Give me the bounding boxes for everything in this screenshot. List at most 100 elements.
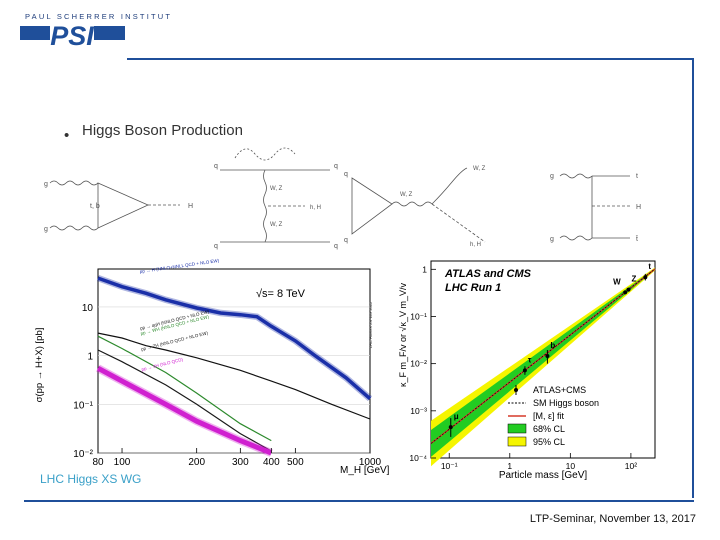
xs-energy-label: √s= 8 TeV [256,288,306,300]
xs-ytick-label: 10 [82,303,94,314]
xs-xlabel: M_H [GeV] [340,465,390,476]
label-hs-0: q [344,171,348,178]
diagram-tth: g g t H t̄ [550,173,641,243]
mass-point-b [545,354,550,359]
xs-grid [98,306,370,454]
mass-point-label-μ: μ [454,412,459,421]
mass-ticks: 10⁻¹ 1 10 10² 1 10⁻¹ 10⁻² 10⁻³ 10⁻⁴ [409,264,637,471]
legend-label-3: 68% CL [533,424,565,434]
xs-xtick-label: 300 [232,457,249,468]
label-vbf-2: W, Z [270,186,283,192]
label-hs-3: W, Z [473,166,486,172]
label-gluon-fusion-0: g [44,181,48,188]
label-vbf-4: q [334,163,338,170]
label-tth-1: g [550,236,554,243]
label-tth-2: t [636,173,638,180]
mass-ylabel: κ_F m_F/v or √κ_V m_V/v [398,283,408,387]
mass-point-label-τ: τ [528,355,532,364]
legend-label-4: 95% CL [533,437,565,447]
label-vbf-3: W, Z [270,222,283,228]
mass-fit-band [430,267,656,467]
label-vbf-6: h, H [310,205,321,211]
psi-logo: PSI [20,22,125,48]
xs-series-line-4 [96,365,273,456]
xs-ytick-label: 10⁻² [73,449,93,460]
mass-xtick-label: 1 [507,461,512,471]
mass-point-t [643,275,648,280]
mass-title-line-1: ATLAS and CMS [444,268,532,280]
mass-point-label-b: b [550,341,555,350]
label-tth-3: H [636,204,641,211]
legend-label-1: SM Higgs boson [533,398,599,408]
mass-point-label-t: t [648,262,651,271]
xs-series-line-1 [97,332,371,420]
mass-ytick-label: 10⁻⁴ [409,453,427,463]
mass-ytick-label: 10⁻³ [410,406,427,416]
xs-ytick-label: 1 [87,352,93,363]
mass-xtick-label: 10⁻¹ [441,461,458,471]
diagram-vector-boson-fusion: q q W, Z W, Z q q h, H [214,147,338,250]
psi-logo-text: PSI [50,22,94,48]
legend-swatch-68 [507,423,527,434]
xs-series-line-2 [97,335,272,442]
label-vbf-0: q [214,163,218,170]
mass-title-line-2: LHC Run 1 [445,282,501,294]
mass-scaling-chart: 10⁻¹ 1 10 10² 1 10⁻¹ 10⁻² 10⁻³ 10⁻⁴ μ τ b W Zt ATLAS… [398,260,656,480]
xs-ytick-label: 10⁻¹ [73,400,93,411]
xs-xtick-label: 200 [188,457,205,468]
footer-rule [24,500,694,502]
xs-ticks: 10 1 10⁻¹ 10⁻²80 100 200 300 400 500 1000 [73,303,381,468]
label-gluon-fusion-2: t, b [90,203,100,210]
mass-point-τ [522,368,527,373]
mass-point-W [623,290,628,295]
footer-text: LTP-Seminar, November 13, 2017 [529,513,696,525]
bullet-icon: • [64,127,70,144]
label-hs-1: q [344,237,348,244]
diagram-higgs-strahlung: q q W, Z W, Z h, H [344,166,486,248]
frame-rule-right [692,58,694,498]
xs-source-label: LHC Higgs XS WG [40,472,141,486]
mass-ytick-label: 1 [422,264,427,274]
xs-xtick-label: 100 [114,457,131,468]
xs-xtick-label: 80 [92,457,104,468]
xs-plot-frame [97,268,371,454]
label-tth-0: g [550,173,554,180]
xs-xtick-label: 400 [263,457,280,468]
mass-point-label-Z: Z [631,275,636,284]
diagram-gluon-fusion: g g t, b H [44,180,193,233]
label-hs-2: W, Z [400,192,413,198]
xs-xtick-label: 500 [287,457,304,468]
slide-title: Higgs Boson Production [82,122,243,139]
mass-point-μ [448,425,453,430]
mass-xtick-label: 10² [625,461,637,471]
logo-org-text: PAUL SCHERRER INSTITUT [25,12,173,21]
cross-section-chart: pp → H (NNLO+NNLL QCD + NLO EW)pp → qqH … [34,258,390,486]
xs-series-line-3 [97,349,272,452]
label-gluon-fusion-3: H [188,203,193,210]
label-vbf-5: q [334,243,338,250]
header-rule [127,58,694,60]
mass-legend: ATLAS+CMS SM Higgs boson [M, ε] fit 68% … [507,385,599,447]
xs-series: pp → H (NNLO+NNLL QCD + NLO EW)pp → qqH … [96,258,373,457]
legend-label-2: [M, ε] fit [533,411,565,421]
label-hs-4: h, H [470,242,481,248]
label-tth-4: t̄ [636,235,638,243]
mass-band-68 [431,268,655,457]
label-gluon-fusion-1: g [44,226,48,233]
mass-ytick-label: 10⁻¹ [410,311,427,321]
mass-xlabel: Particle mass [GeV] [499,470,588,480]
feynman-diagrams: g g t, b H q q W, Z W, Z q q h, H q q W,… [44,147,641,250]
mass-band-95 [431,267,655,467]
legend-swatch-95 [507,436,527,447]
mass-points: μ τ b W Zt [448,262,651,437]
xs-series-line-0 [97,276,372,401]
xs-side-label: LHC HIGGS XS WG 2012 [368,301,373,348]
mass-sm-line [430,268,656,444]
xs-ylabel: σ(pp → H+X) [pb] [34,328,45,403]
mass-point-label-W: W [613,277,621,286]
label-vbf-1: q [214,243,218,250]
legend-marker-data-dot [514,388,518,392]
legend-label-0: ATLAS+CMS [533,385,586,395]
mass-point-Z [626,287,631,292]
xs-xtick-label: 1000 [359,457,382,468]
